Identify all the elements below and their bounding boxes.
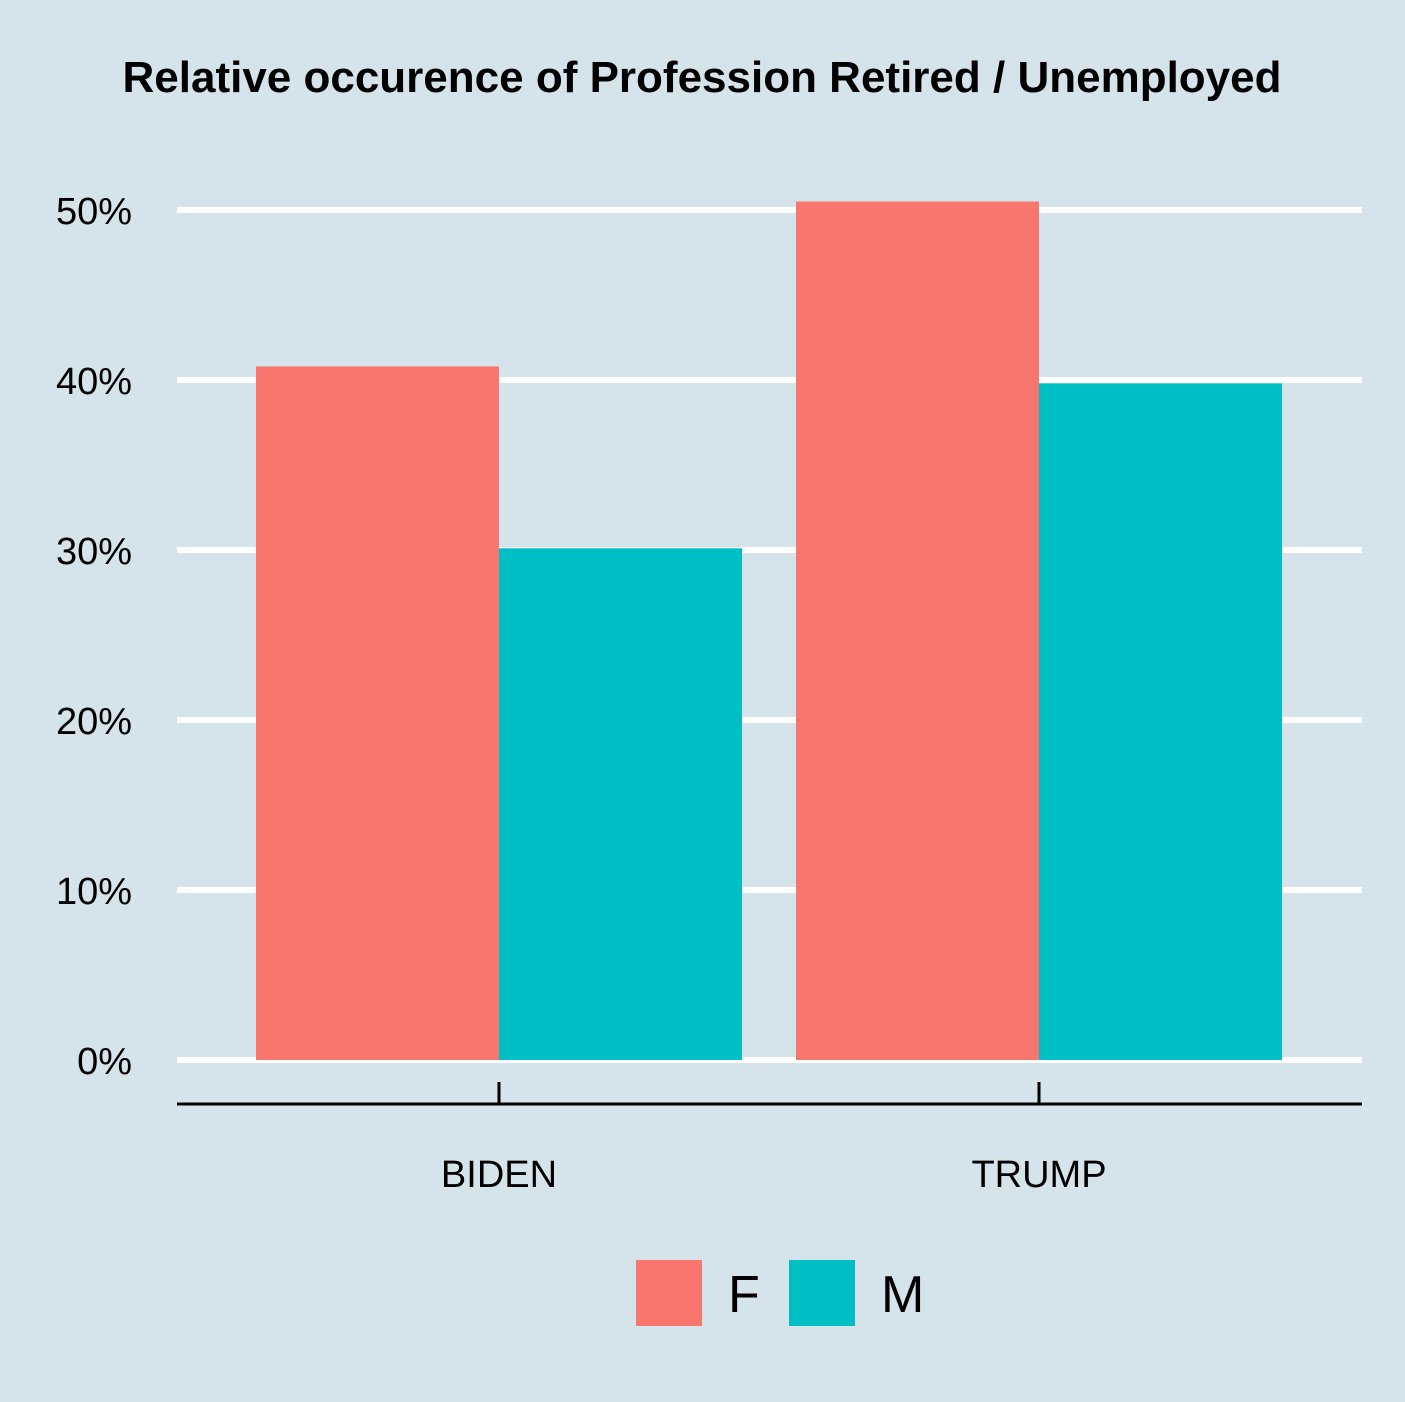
- legend-label-f: F: [728, 1266, 760, 1324]
- chart-title: Relative occurence of Profession Retired…: [123, 53, 1282, 102]
- x-tick-label-trump: TRUMP: [971, 1154, 1106, 1196]
- y-tick-label: 20%: [56, 701, 132, 743]
- bar-trump-f: [796, 201, 1039, 1060]
- bar-trump-m: [1039, 383, 1282, 1060]
- x-tick-label-biden: BIDEN: [441, 1154, 557, 1196]
- y-tick-label: 30%: [56, 531, 132, 573]
- y-tick-label: 50%: [56, 191, 132, 233]
- legend-label-m: M: [881, 1266, 924, 1324]
- legend-swatch-m: [789, 1260, 855, 1326]
- bars: [256, 201, 1282, 1060]
- bar-biden-f: [256, 366, 499, 1060]
- y-tick-label: 0%: [77, 1041, 132, 1083]
- y-tick-label: 10%: [56, 871, 132, 913]
- y-axis-tick-labels: 0% 10% 20% 30% 40% 50%: [56, 191, 132, 1083]
- bar-biden-m: [499, 548, 742, 1060]
- x-axis: BIDEN TRUMP: [177, 1082, 1362, 1196]
- y-tick-label: 40%: [56, 361, 132, 403]
- legend-swatch-f: [636, 1260, 702, 1326]
